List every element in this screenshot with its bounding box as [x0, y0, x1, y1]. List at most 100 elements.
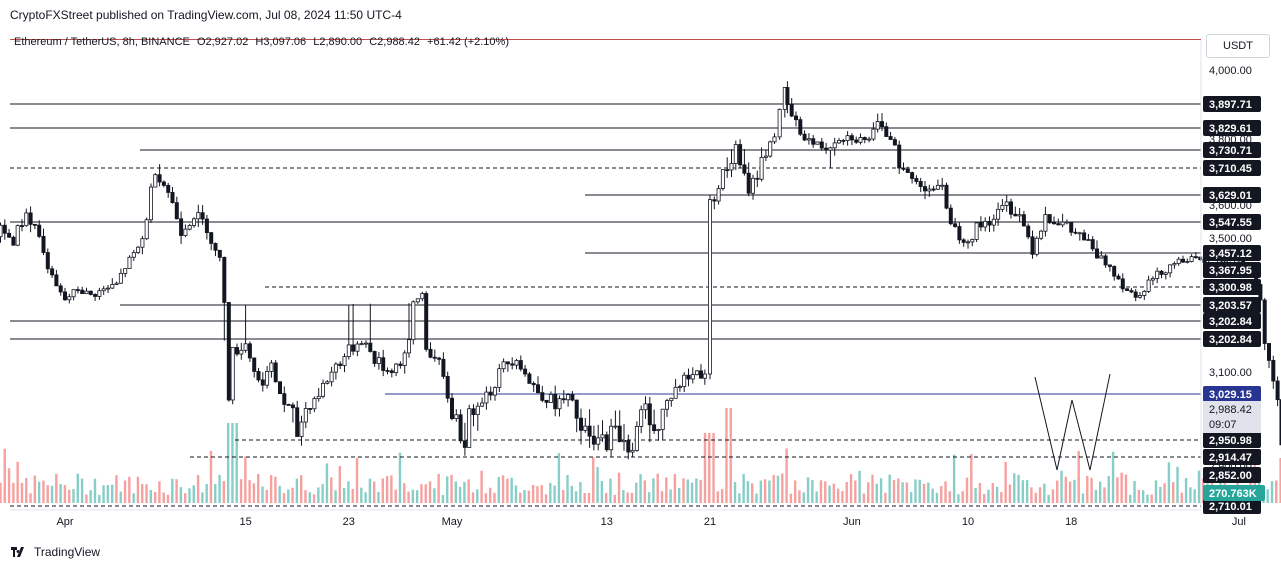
candle-body [1021, 214, 1026, 227]
volume-bar [600, 481, 604, 503]
time-tick-label: 23 [343, 516, 355, 528]
candle-body [772, 136, 777, 143]
candle-body [45, 252, 50, 270]
volume-bar [98, 494, 101, 503]
volume-bar [682, 478, 685, 503]
price-tag-label: 2,852.00 [1209, 470, 1252, 482]
candle-body [196, 212, 201, 220]
candle-body [282, 393, 287, 405]
legend-symbol[interactable]: Ethereum / TetherUS, 8h, BINANCE [14, 36, 190, 48]
volume-bar [519, 492, 522, 503]
candle-body [862, 137, 867, 141]
price-tag-label: 3,300.98 [1209, 282, 1252, 294]
candle-body [961, 239, 966, 243]
volume-bar [510, 477, 513, 503]
volume-bar [123, 480, 127, 503]
candle-body [1052, 222, 1057, 225]
candle-body [308, 408, 313, 410]
candle-body [626, 439, 631, 453]
candle-body [1077, 232, 1082, 235]
candle-body [1138, 295, 1143, 298]
candle-body [751, 177, 756, 194]
candle-body [54, 274, 59, 287]
candle-body [140, 238, 145, 248]
candle-body [1172, 263, 1177, 266]
volume-bar [952, 454, 956, 503]
volume-bar [909, 491, 913, 503]
volume-bar [145, 484, 148, 503]
volume-bar [944, 481, 947, 503]
candle-body [682, 374, 687, 387]
volume-bar [1077, 451, 1080, 503]
volume-bar [1189, 487, 1192, 503]
volume-bar [317, 487, 320, 503]
candle-body [1095, 248, 1100, 259]
time-axis[interactable]: Apr1523May1321Jun1018Jul15 [56, 516, 1281, 528]
volume-bar [72, 489, 75, 503]
currency-button[interactable]: USDT [1206, 34, 1270, 58]
candle-body [290, 404, 295, 409]
candle-body [265, 371, 270, 386]
candle-body [656, 429, 661, 432]
volume-bar [978, 483, 982, 503]
candle-body [355, 343, 360, 352]
volume-bar [540, 485, 543, 503]
price-tags: 3,897.71 3,829.61 3,730.71 3,710.45 3,629.01… [1203, 96, 1265, 514]
candle-body [1159, 270, 1164, 275]
volume-bar [832, 483, 836, 503]
volume-bar [845, 481, 848, 503]
volume-bar [785, 448, 788, 503]
candle-body [1009, 201, 1014, 215]
candle-body [548, 394, 553, 403]
volume-bar [196, 475, 200, 503]
volume-bar [1150, 494, 1153, 503]
volume-bar [1034, 492, 1037, 503]
volume-bar [330, 477, 333, 503]
candle-body [75, 289, 80, 292]
volume-bar [712, 433, 715, 503]
volume-bar [76, 473, 79, 503]
candle-body [1198, 256, 1203, 261]
volume-bar [1038, 487, 1042, 503]
volume-bar [1004, 461, 1007, 503]
time-tick-label: 10 [962, 516, 974, 528]
candle-body [702, 373, 707, 379]
volume-bar [1021, 480, 1025, 503]
candle-body [948, 207, 953, 225]
candle-body [1034, 237, 1039, 255]
volume-bar [806, 477, 810, 503]
volume-bar [278, 485, 281, 503]
volume-bar [562, 489, 565, 503]
price-tag-label: 3,629.01 [1209, 190, 1252, 202]
candle-body [716, 188, 721, 202]
candle-body [987, 220, 992, 226]
price-tag-box [1203, 331, 1261, 347]
candle-body [1090, 239, 1095, 250]
volume-bar [226, 423, 230, 503]
volume-bar [480, 470, 483, 503]
volume-bar [854, 480, 857, 503]
candle-body [338, 363, 343, 366]
volume-bar [587, 493, 591, 503]
legend-change: +61.42 (+2.10%) [427, 36, 509, 48]
candle-body [166, 184, 171, 193]
price-tag-label: 3,029.15 [1209, 389, 1252, 401]
volume-bar [811, 480, 814, 503]
candle-body [213, 243, 218, 251]
candle-body [755, 177, 760, 180]
price-tag-box [1203, 313, 1261, 329]
volume-bar [901, 482, 904, 503]
volume-bar [321, 484, 324, 503]
tradingview-logo-icon [11, 547, 24, 557]
volume-bar [574, 491, 578, 503]
candle-body [1086, 239, 1091, 241]
volume-bar [716, 491, 720, 503]
volume-bar [183, 493, 187, 503]
volume-bar [1180, 492, 1183, 503]
candle-body [226, 302, 231, 401]
footer: TradingView [10, 545, 100, 559]
volume-bar [355, 457, 359, 503]
volume-bar [153, 491, 157, 503]
candle-body [183, 228, 188, 236]
